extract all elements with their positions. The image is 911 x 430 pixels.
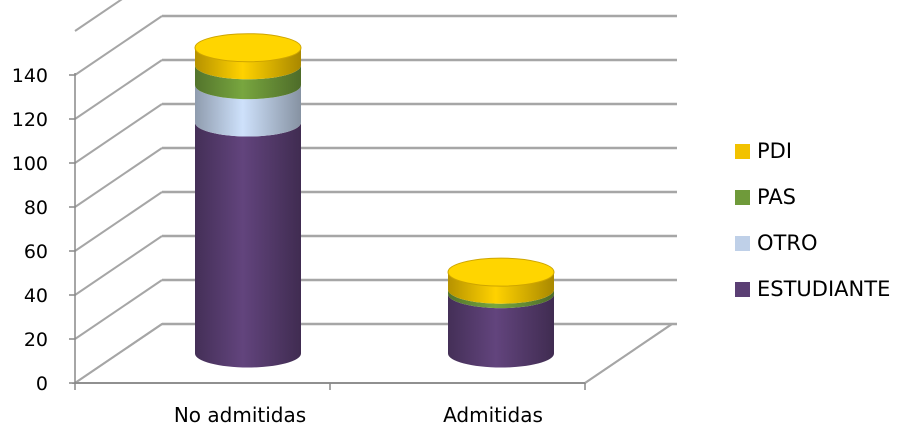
bar-stack-1 — [447, 257, 555, 368]
bars — [194, 33, 555, 368]
bar-segment — [195, 122, 301, 368]
side-gridline — [74, 103, 163, 164]
legend-swatch — [735, 144, 750, 159]
bar-stack-0 — [194, 33, 302, 368]
legend-label: ESTUDIANTE — [757, 277, 891, 301]
y-tick-label: 140 — [12, 65, 48, 87]
floor-plane — [71, 323, 676, 384]
legend-swatch — [735, 190, 750, 205]
side-gridline — [74, 235, 163, 296]
side-gridline — [74, 147, 163, 208]
side-gridline — [74, 15, 163, 76]
side-gridline — [74, 323, 163, 384]
y-tick-label: 20 — [24, 329, 48, 351]
side-gridline — [74, 191, 163, 252]
legend: PDI PAS OTRO ESTUDIANTE — [735, 138, 905, 322]
y-tick-label: 40 — [24, 285, 48, 307]
side-gridline — [74, 279, 163, 340]
bar-segment — [448, 289, 554, 309]
legend-item: PDI — [735, 138, 905, 184]
legend-label: PDI — [757, 139, 793, 163]
bar-segment — [448, 272, 554, 304]
y-tick-label: 80 — [24, 197, 48, 219]
axes — [69, 73, 586, 390]
chart-walls — [71, 323, 676, 384]
bar-segment — [195, 47, 301, 80]
legend-item: ESTUDIANTE — [735, 276, 905, 322]
legend-swatch — [735, 236, 750, 251]
bar-segment — [195, 65, 301, 100]
legend-swatch — [735, 282, 750, 297]
legend-item: OTRO — [735, 230, 905, 276]
legend-label: PAS — [757, 185, 797, 209]
side-gridline — [74, 59, 163, 120]
bar-segment — [448, 294, 554, 368]
y-tick-label: 60 — [24, 241, 48, 263]
y-tick-labels: 0 20 40 60 80 100 120 140 — [12, 65, 48, 395]
y-tick-label: 0 — [36, 373, 48, 395]
floor-edge — [584, 323, 673, 384]
gridlines — [74, 0, 677, 384]
side-gridline — [74, 0, 123, 32]
legend-label: OTRO — [757, 231, 818, 255]
bar-segment — [195, 85, 301, 137]
bar-top-cap — [447, 257, 555, 287]
y-tick-label: 100 — [12, 153, 48, 175]
x-tick-label: Admitidas — [443, 403, 543, 427]
legend-item: PAS — [735, 184, 905, 230]
bar-top-cap — [194, 33, 302, 63]
x-tick-labels: No admitidas Admitidas — [174, 403, 543, 427]
x-tick-label: No admitidas — [174, 403, 306, 427]
y-tick-label: 120 — [12, 109, 48, 131]
